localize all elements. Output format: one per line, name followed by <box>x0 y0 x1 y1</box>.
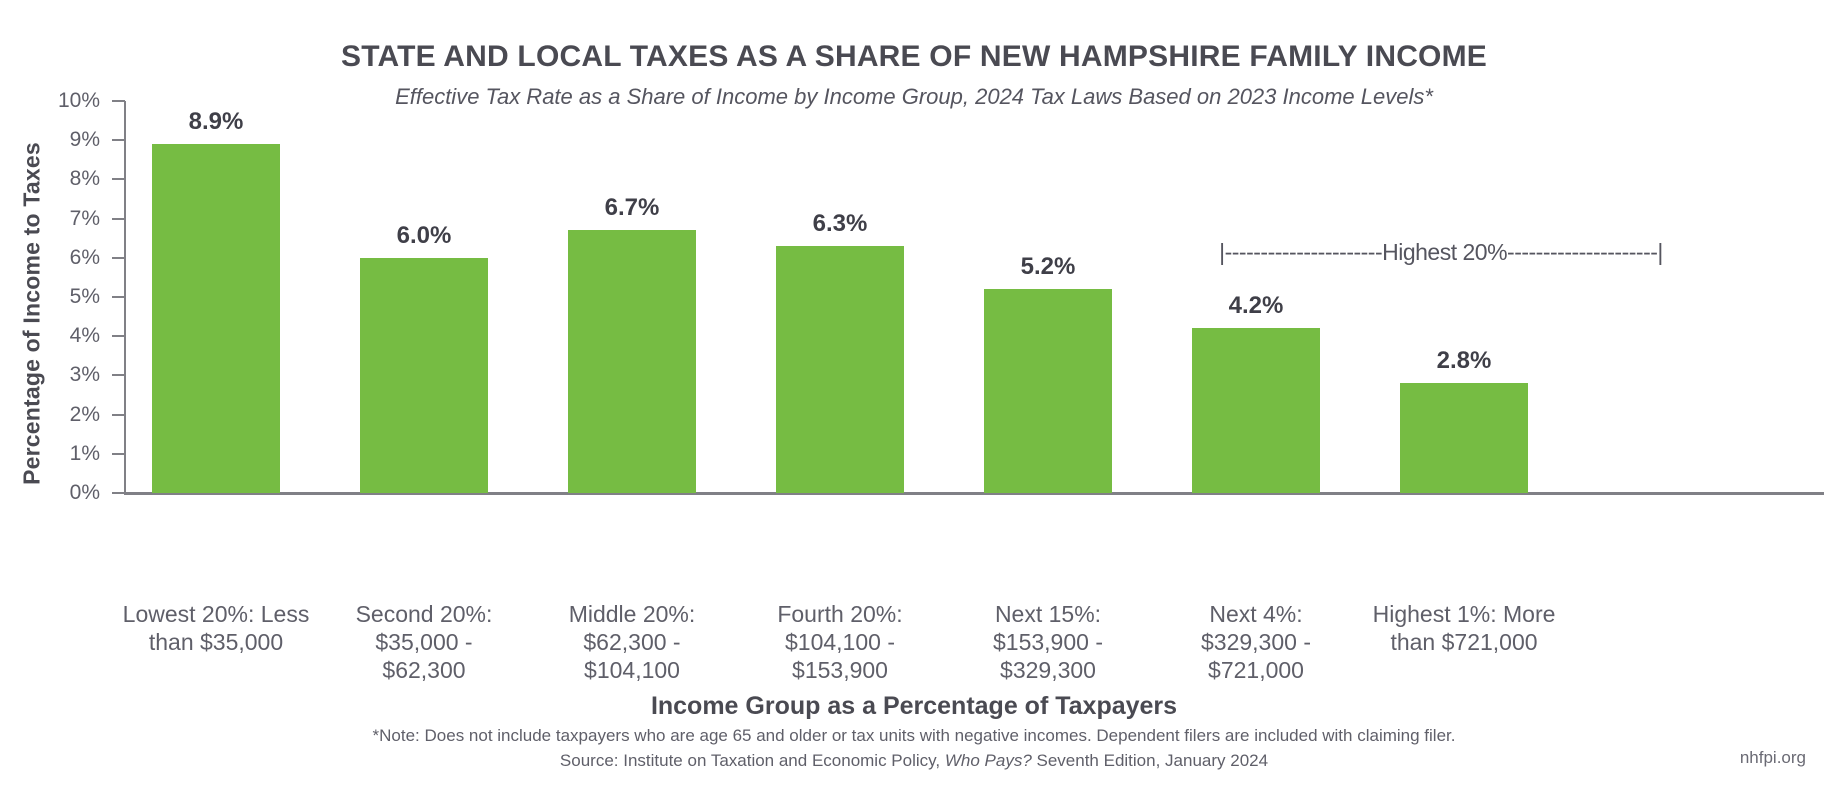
x-axis-category-line: $329,300 <box>1000 657 1096 683</box>
bar[interactable] <box>360 257 488 493</box>
chart-subtitle: Effective Tax Rate as a Share of Income … <box>395 84 1433 109</box>
source-suffix: Seventh Edition, January 2024 <box>1031 751 1269 770</box>
y-axis-tick <box>112 100 125 102</box>
watermark-nhfpi: nhfpi.org <box>1739 748 1806 767</box>
bracket-right-cap: | <box>1657 238 1663 265</box>
highest-20-bracket-annotation: | ---------------------- Highest 20% ------… <box>1130 238 1752 266</box>
bar[interactable] <box>1400 383 1528 493</box>
bracket-dashes-right: --------------------- <box>1507 238 1658 265</box>
y-axis-line <box>124 101 126 493</box>
x-axis-category-line: Lowest 20%: Less <box>122 601 310 627</box>
bar-value-label: 8.9% <box>188 108 244 136</box>
x-axis-category-line: Next 4%: <box>1209 601 1303 627</box>
y-axis-tick-label: 1% <box>69 441 100 465</box>
x-axis-category-line: $104,100 - <box>785 629 895 655</box>
plot-area <box>125 101 1825 493</box>
x-axis-category-line: $35,000 - <box>375 629 473 655</box>
x-axis-title: Income Group as a Percentage of Taxpayer… <box>650 692 1178 720</box>
bar[interactable] <box>984 289 1112 493</box>
y-axis-tick <box>112 335 125 338</box>
bracket-dashes-left: ---------------------- <box>1224 238 1383 265</box>
bracket-left-cap: | <box>1219 238 1225 265</box>
y-axis-tick-label: 8% <box>69 167 100 191</box>
y-axis-tick-label: 2% <box>69 402 100 426</box>
bar-value-label: 2.8% <box>1436 347 1492 375</box>
x-axis-category-line: Second 20%: <box>355 601 493 627</box>
y-axis-tick <box>112 413 125 416</box>
bar[interactable] <box>568 230 696 493</box>
x-axis-category-line: Fourth 20%: <box>777 601 903 627</box>
y-axis-tick <box>112 296 125 298</box>
bar-value-label: 6.0% <box>396 221 452 249</box>
x-axis-category-line: Highest 1%: More <box>1372 601 1556 627</box>
x-axis-category-label: Middle 20%: $62,300 - $104,100 <box>522 600 742 684</box>
y-axis-tick-label: 4% <box>69 324 100 348</box>
x-axis-category-label: Next 15%: $153,900 - $329,300 <box>938 600 1158 684</box>
footnote-note: *Note: Does not include taxpayers who ar… <box>372 726 1456 745</box>
bar-value-label: 6.3% <box>812 210 868 238</box>
source-prefix: Source: Institute on Taxation and Econom… <box>559 751 945 770</box>
y-axis-tick <box>112 374 125 377</box>
y-axis-tick-label: 10% <box>57 89 100 112</box>
footnote-source: Source: Institute on Taxation and Econom… <box>0 751 1828 771</box>
x-axis-category-line: $329,300 - <box>1201 629 1311 655</box>
y-axis-tick <box>112 452 125 455</box>
x-axis-category-line: $62,300 - <box>583 629 681 655</box>
y-axis-tick-label: 9% <box>69 128 100 152</box>
x-axis-category-label: Highest 1%: More than $721,000 <box>1354 600 1574 656</box>
x-axis-category-line: than $721,000 <box>1390 629 1538 655</box>
x-axis-line <box>124 492 1824 495</box>
x-axis-category-line: $153,900 - <box>993 629 1103 655</box>
y-axis-tick-label: 0% <box>69 481 100 504</box>
bar[interactable] <box>1192 328 1320 493</box>
x-axis-category-label: Lowest 20%: Less than $35,000 <box>106 600 326 656</box>
y-axis-tick-label: 3% <box>69 363 100 387</box>
x-axis-category-line: Middle 20%: <box>568 601 696 627</box>
y-axis-tick-label: 6% <box>69 245 100 269</box>
x-axis-category-line: than $35,000 <box>148 629 284 655</box>
bar-value-label: 5.2% <box>1020 253 1076 281</box>
y-axis-tick <box>112 178 125 181</box>
x-axis-category-line: $62,300 <box>382 657 466 683</box>
x-axis-category-line: $104,100 <box>584 657 680 683</box>
bar[interactable] <box>152 144 280 493</box>
source-publication: Who Pays? <box>944 751 1032 770</box>
x-axis-category-label: Fourth 20%: $104,100 - $153,900 <box>730 600 950 684</box>
bar-value-label: 4.2% <box>1228 292 1284 320</box>
x-axis-category-label: Second 20%: $35,000 - $62,300 <box>314 600 534 684</box>
y-axis-tick-label: 7% <box>69 206 100 230</box>
bar-value-label: 6.7% <box>604 194 660 222</box>
y-axis-tick-label: 5% <box>69 285 100 308</box>
x-axis-category-line: $721,000 <box>1208 657 1304 683</box>
x-axis-category-line: Next 15%: <box>994 601 1102 627</box>
x-axis-category-label: Next 4%: $329,300 - $721,000 <box>1146 600 1366 684</box>
y-axis-tick <box>112 139 125 142</box>
bar[interactable] <box>776 246 904 493</box>
y-axis-tick <box>112 256 125 259</box>
y-axis-tick <box>112 217 125 220</box>
bracket-label: Highest 20% <box>1382 238 1508 265</box>
y-axis-tick <box>112 492 125 494</box>
chart-title: STATE AND LOCAL TAXES AS A SHARE OF NEW … <box>341 40 1487 73</box>
x-axis-category-line: $153,900 <box>792 657 888 683</box>
